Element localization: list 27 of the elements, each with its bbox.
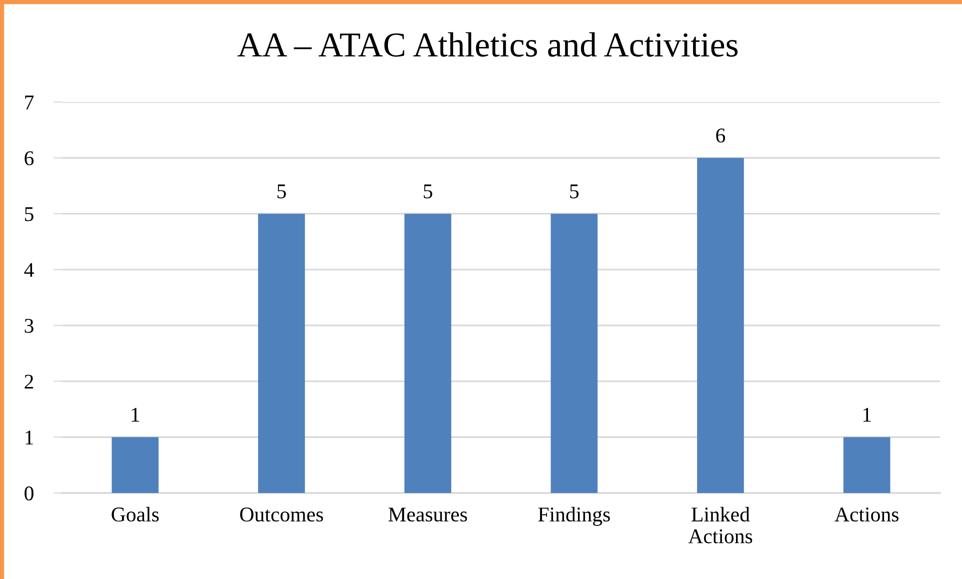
x-tick-label: Linked Actions [688,506,752,544]
data-label: 5 [424,184,432,198]
bar [258,214,305,493]
x-tick-label: Outcomes [240,508,323,522]
bar [404,214,452,493]
y-tick-label: 2 [24,374,34,389]
x-tick-label: Measures [388,508,467,522]
y-tick-label: 4 [24,263,34,277]
data-label: 1 [132,408,140,422]
x-tick-label: Findings [538,506,610,526]
y-tick-label: 5 [25,207,34,222]
data-label: 1 [863,408,871,422]
data-label: 5 [278,184,286,198]
bar [550,214,598,493]
data-label: 6 [716,128,726,143]
y-tick-label: 0 [24,486,34,500]
y-tick-label: 1 [26,430,33,444]
bar [697,158,744,493]
x-tick-label: Goals [112,506,159,522]
data-label: 5 [570,184,579,198]
y-tick-label: 3 [24,318,34,333]
y-tick-label: 6 [24,151,34,166]
chart-title: AA – ATAC Athletics and Activities [238,32,738,57]
bar [843,437,890,493]
y-tick-label: 7 [25,96,34,110]
bar [112,437,159,493]
x-tick-label: Actions [834,508,898,522]
